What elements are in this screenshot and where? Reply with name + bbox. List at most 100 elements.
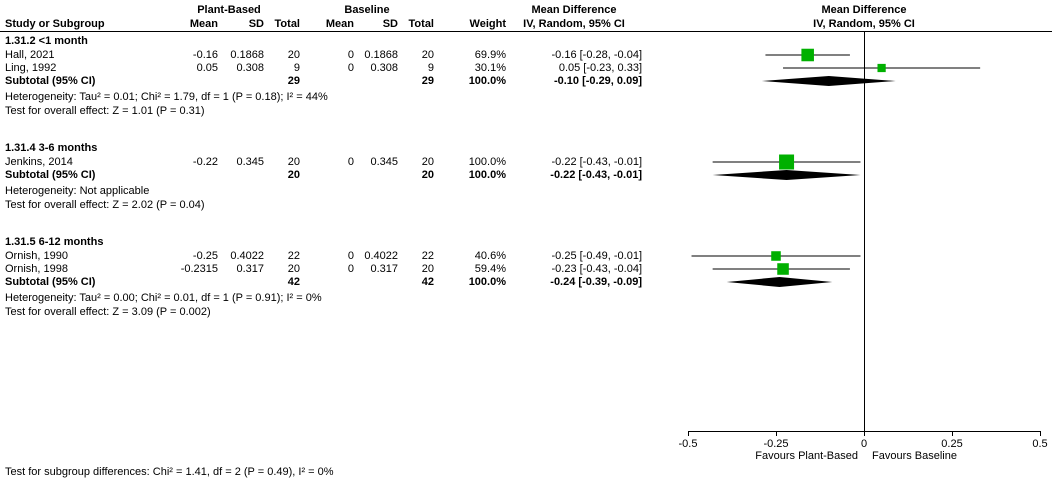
treatment-sd: 0.345: [236, 156, 264, 168]
subtotal-total1: 29: [287, 75, 300, 87]
heterogeneity-text: Heterogeneity: Tau² = 0.00; Chi² = 0.01,…: [5, 292, 322, 304]
treatment-total-header: Total: [274, 18, 300, 30]
control-mean: 0: [347, 263, 354, 275]
subgroup-row: 1.31.5 6-12 months: [0, 236, 1052, 248]
header-group-row: Plant-Based Baseline Mean Difference Mea…: [0, 4, 1052, 16]
subgroup-title: 1.31.5 6-12 months: [5, 236, 104, 248]
study-row: Ornish, 1990 -0.25 0.4022 22 0 0.4022 22 40.6% -…: [0, 250, 1052, 262]
subtotal-row: Subtotal (95% CI) 29 29 100.0% -0.10 [-0.29,…: [0, 75, 1052, 87]
subtotal-ci: -0.22 [-0.43, -0.01]: [550, 169, 642, 181]
control-total: 9: [427, 62, 434, 74]
subgroup-title: 1.31.4 3-6 months: [5, 142, 98, 154]
treatment-total: 20: [287, 263, 300, 275]
control-mean: 0: [347, 250, 354, 262]
subtotal-label: Subtotal (95% CI): [5, 75, 96, 87]
subtotal-total2: 20: [421, 169, 434, 181]
subtotal-row: Subtotal (95% CI) 20 20 100.0% -0.22 [-0.43,…: [0, 169, 1052, 181]
control-group-header: Baseline: [344, 4, 390, 16]
treatment-mean: -0.22: [192, 156, 218, 168]
overall-effect-row: Test for overall effect: Z = 3.09 (P = 0…: [0, 306, 1052, 318]
heterogeneity-row: Heterogeneity: Tau² = 0.00; Chi² = 0.01,…: [0, 292, 1052, 304]
treatment-total: 9: [293, 62, 300, 74]
subtotal-total2: 29: [421, 75, 434, 87]
study-row: Hall, 2021 -0.16 0.1868 20 0 0.1868 20 69.9% -0.…: [0, 49, 1052, 61]
subgroup-differences-text: Test for subgroup differences: Chi² = 1.…: [5, 466, 334, 478]
header-columns-row: Study or Subgroup Mean SD Total Mean SD …: [0, 18, 1052, 30]
md-method-header: IV, Random, 95% CI: [523, 18, 625, 30]
subtotal-weight: 100.0%: [468, 75, 506, 87]
control-sd: 0.317: [370, 263, 398, 275]
subgroup-row: 1.31.4 3-6 months: [0, 142, 1052, 154]
heterogeneity-row: Heterogeneity: Not applicable: [0, 185, 1052, 197]
treatment-total: 22: [287, 250, 300, 262]
overall-effect-row: Test for overall effect: Z = 2.02 (P = 0…: [0, 199, 1052, 211]
heterogeneity-row: Heterogeneity: Tau² = 0.01; Chi² = 1.79,…: [0, 91, 1052, 103]
plot-method-header: IV, Random, 95% CI: [813, 18, 915, 30]
treatment-mean: -0.25: [192, 250, 218, 262]
control-total: 20: [421, 49, 434, 61]
treatment-sd: 0.317: [236, 263, 264, 275]
control-sd: 0.4022: [364, 250, 398, 262]
study-name: Ornish, 1990: [5, 250, 68, 262]
subtotal-total2: 42: [421, 276, 434, 288]
treatment-sd: 0.4022: [230, 250, 264, 262]
ci-value: -0.22 [-0.43, -0.01]: [551, 156, 643, 168]
study-name: Jenkins, 2014: [5, 156, 73, 168]
control-total: 22: [421, 250, 434, 262]
treatment-mean: 0.05: [196, 62, 218, 74]
treatment-mean: -0.16: [192, 49, 218, 61]
subgroup-title: 1.31.2 <1 month: [5, 35, 88, 47]
study-row: Jenkins, 2014 -0.22 0.345 20 0 0.345 20 100.0% -…: [0, 156, 1052, 168]
control-mean: 0: [347, 62, 354, 74]
weight-value: 69.9%: [474, 49, 506, 61]
heterogeneity-text: Heterogeneity: Tau² = 0.01; Chi² = 1.79,…: [5, 91, 328, 103]
ci-value: 0.05 [-0.23, 0.33]: [558, 62, 642, 74]
treatment-total: 20: [287, 156, 300, 168]
subtotal-total1: 42: [287, 276, 300, 288]
overall-effect-text: Test for overall effect: Z = 1.01 (P = 0…: [5, 105, 205, 117]
treatment-sd: 0.308: [236, 62, 264, 74]
weight-column-header: Weight: [469, 18, 506, 30]
control-mean: 0: [347, 49, 354, 61]
control-sd-header: SD: [382, 18, 398, 30]
overall-effect-text: Test for overall effect: Z = 3.09 (P = 0…: [5, 306, 211, 318]
treatment-mean: -0.2315: [180, 263, 218, 275]
control-sd: 0.1868: [364, 49, 398, 61]
weight-value: 100.0%: [468, 156, 506, 168]
weight-value: 40.6%: [474, 250, 506, 262]
subtotal-ci: -0.10 [-0.29, 0.09]: [553, 75, 642, 87]
control-total-header: Total: [408, 18, 434, 30]
subtotal-label: Subtotal (95% CI): [5, 169, 96, 181]
treatment-sd-header: SD: [248, 18, 264, 30]
favours-left-label: Favours Plant-Based: [755, 450, 858, 462]
ci-value: -0.16 [-0.28, -0.04]: [551, 49, 643, 61]
control-total: 20: [421, 156, 434, 168]
ci-value: -0.23 [-0.43, -0.04]: [551, 263, 643, 275]
subtotal-weight: 100.0%: [468, 276, 506, 288]
control-sd: 0.345: [370, 156, 398, 168]
md-text-column-header: Mean Difference: [531, 4, 617, 16]
control-mean: 0: [347, 156, 354, 168]
ci-value: -0.25 [-0.49, -0.01]: [551, 250, 643, 262]
heterogeneity-text: Heterogeneity: Not applicable: [5, 185, 150, 197]
study-column-header: Study or Subgroup: [5, 18, 105, 30]
study-row: Ornish, 1998 -0.2315 0.317 20 0 0.317 20 59.4% -…: [0, 263, 1052, 275]
study-row: Ling, 1992 0.05 0.308 9 0 0.308 9 30.1% 0.05 [-0…: [0, 62, 1052, 74]
control-total: 20: [421, 263, 434, 275]
subtotal-weight: 100.0%: [468, 169, 506, 181]
favours-right-label: Favours Baseline: [872, 450, 957, 462]
control-mean-header: Mean: [325, 18, 354, 30]
overall-effect-row: Test for overall effect: Z = 1.01 (P = 0…: [0, 105, 1052, 117]
header-divider: [0, 31, 1052, 32]
weight-value: 59.4%: [474, 263, 506, 275]
treatment-total: 20: [287, 49, 300, 61]
study-name: Ling, 1992: [5, 62, 57, 74]
control-sd: 0.308: [370, 62, 398, 74]
subtotal-row: Subtotal (95% CI) 42 42 100.0% -0.24 [-0.39,…: [0, 276, 1052, 288]
md-plot-column-header: Mean Difference: [821, 4, 907, 16]
weight-value: 30.1%: [474, 62, 506, 74]
treatment-group-header: Plant-Based: [197, 4, 261, 16]
study-name: Hall, 2021: [5, 49, 55, 61]
